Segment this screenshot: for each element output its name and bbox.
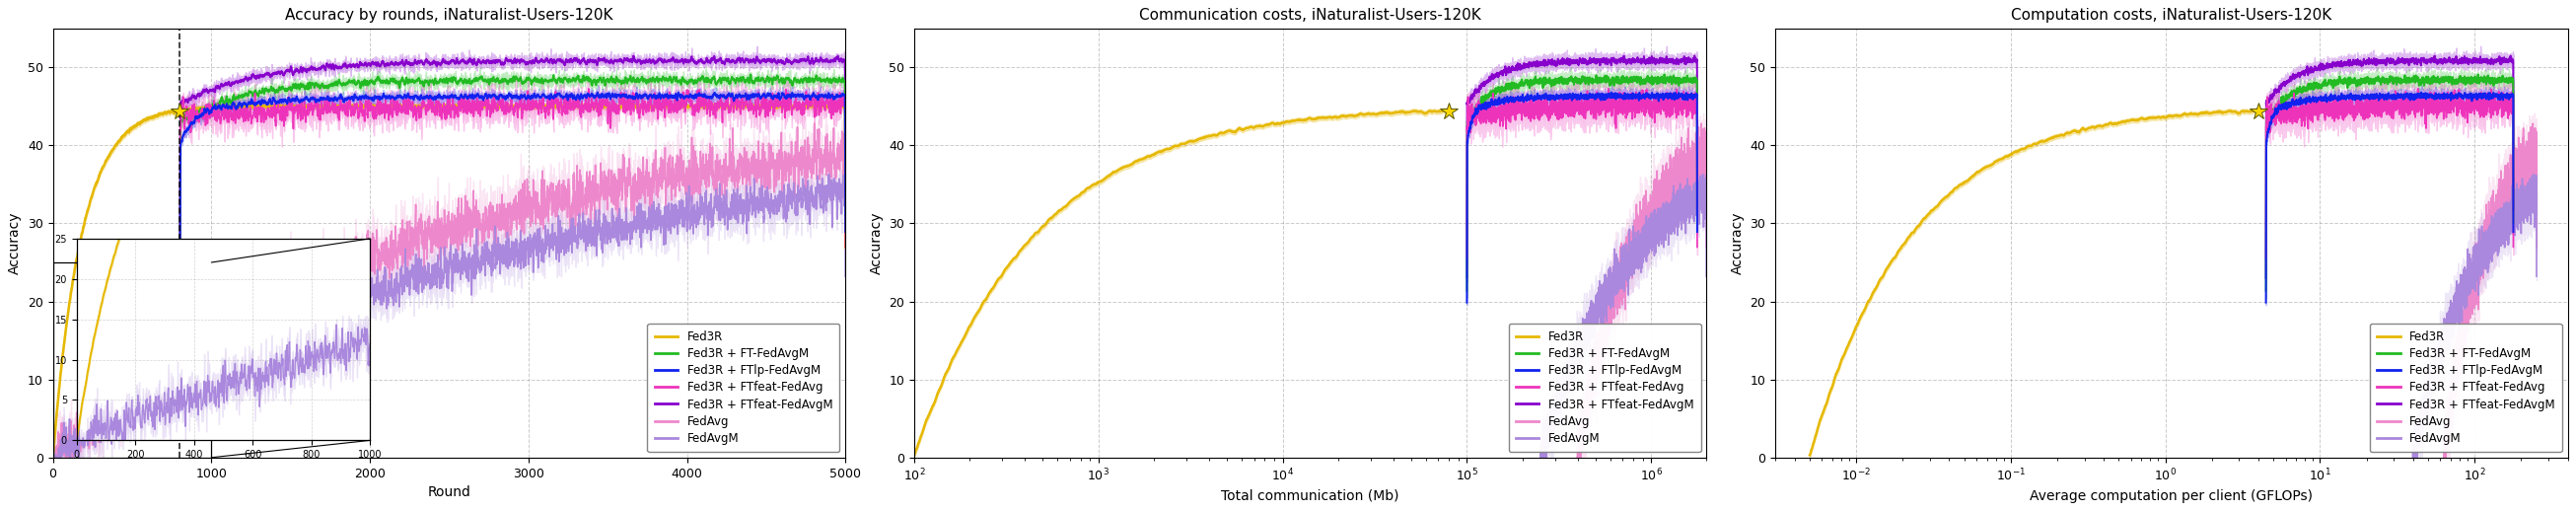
Title: Computation costs, iNaturalist-Users-120K: Computation costs, iNaturalist-Users-120… bbox=[2012, 8, 2331, 23]
X-axis label: Round: Round bbox=[428, 485, 471, 499]
Title: Communication costs, iNaturalist-Users-120K: Communication costs, iNaturalist-Users-1… bbox=[1139, 8, 1481, 23]
Title: Accuracy by rounds, iNaturalist-Users-120K: Accuracy by rounds, iNaturalist-Users-12… bbox=[286, 8, 613, 23]
Legend: Fed3R, Fed3R + FT-FedAvgM, Fed3R + FTlp-FedAvgM, Fed3R + FTfeat-FedAvg, Fed3R + : Fed3R, Fed3R + FT-FedAvgM, Fed3R + FTlp-… bbox=[647, 323, 840, 452]
X-axis label: Total communication (Mb): Total communication (Mb) bbox=[1221, 489, 1399, 503]
Y-axis label: Accuracy: Accuracy bbox=[871, 212, 884, 274]
Legend: Fed3R, Fed3R + FT-FedAvgM, Fed3R + FTlp-FedAvgM, Fed3R + FTfeat-FedAvg, Fed3R + : Fed3R, Fed3R + FT-FedAvgM, Fed3R + FTlp-… bbox=[1510, 323, 1700, 452]
Legend: Fed3R, Fed3R + FT-FedAvgM, Fed3R + FTlp-FedAvgM, Fed3R + FTfeat-FedAvg, Fed3R + : Fed3R, Fed3R + FT-FedAvgM, Fed3R + FTlp-… bbox=[2370, 323, 2563, 452]
Y-axis label: Accuracy: Accuracy bbox=[8, 212, 23, 274]
X-axis label: Average computation per client (GFLOPs): Average computation per client (GFLOPs) bbox=[2030, 489, 2313, 503]
Bar bbox=[54, 263, 211, 457]
Y-axis label: Accuracy: Accuracy bbox=[1731, 212, 1744, 274]
